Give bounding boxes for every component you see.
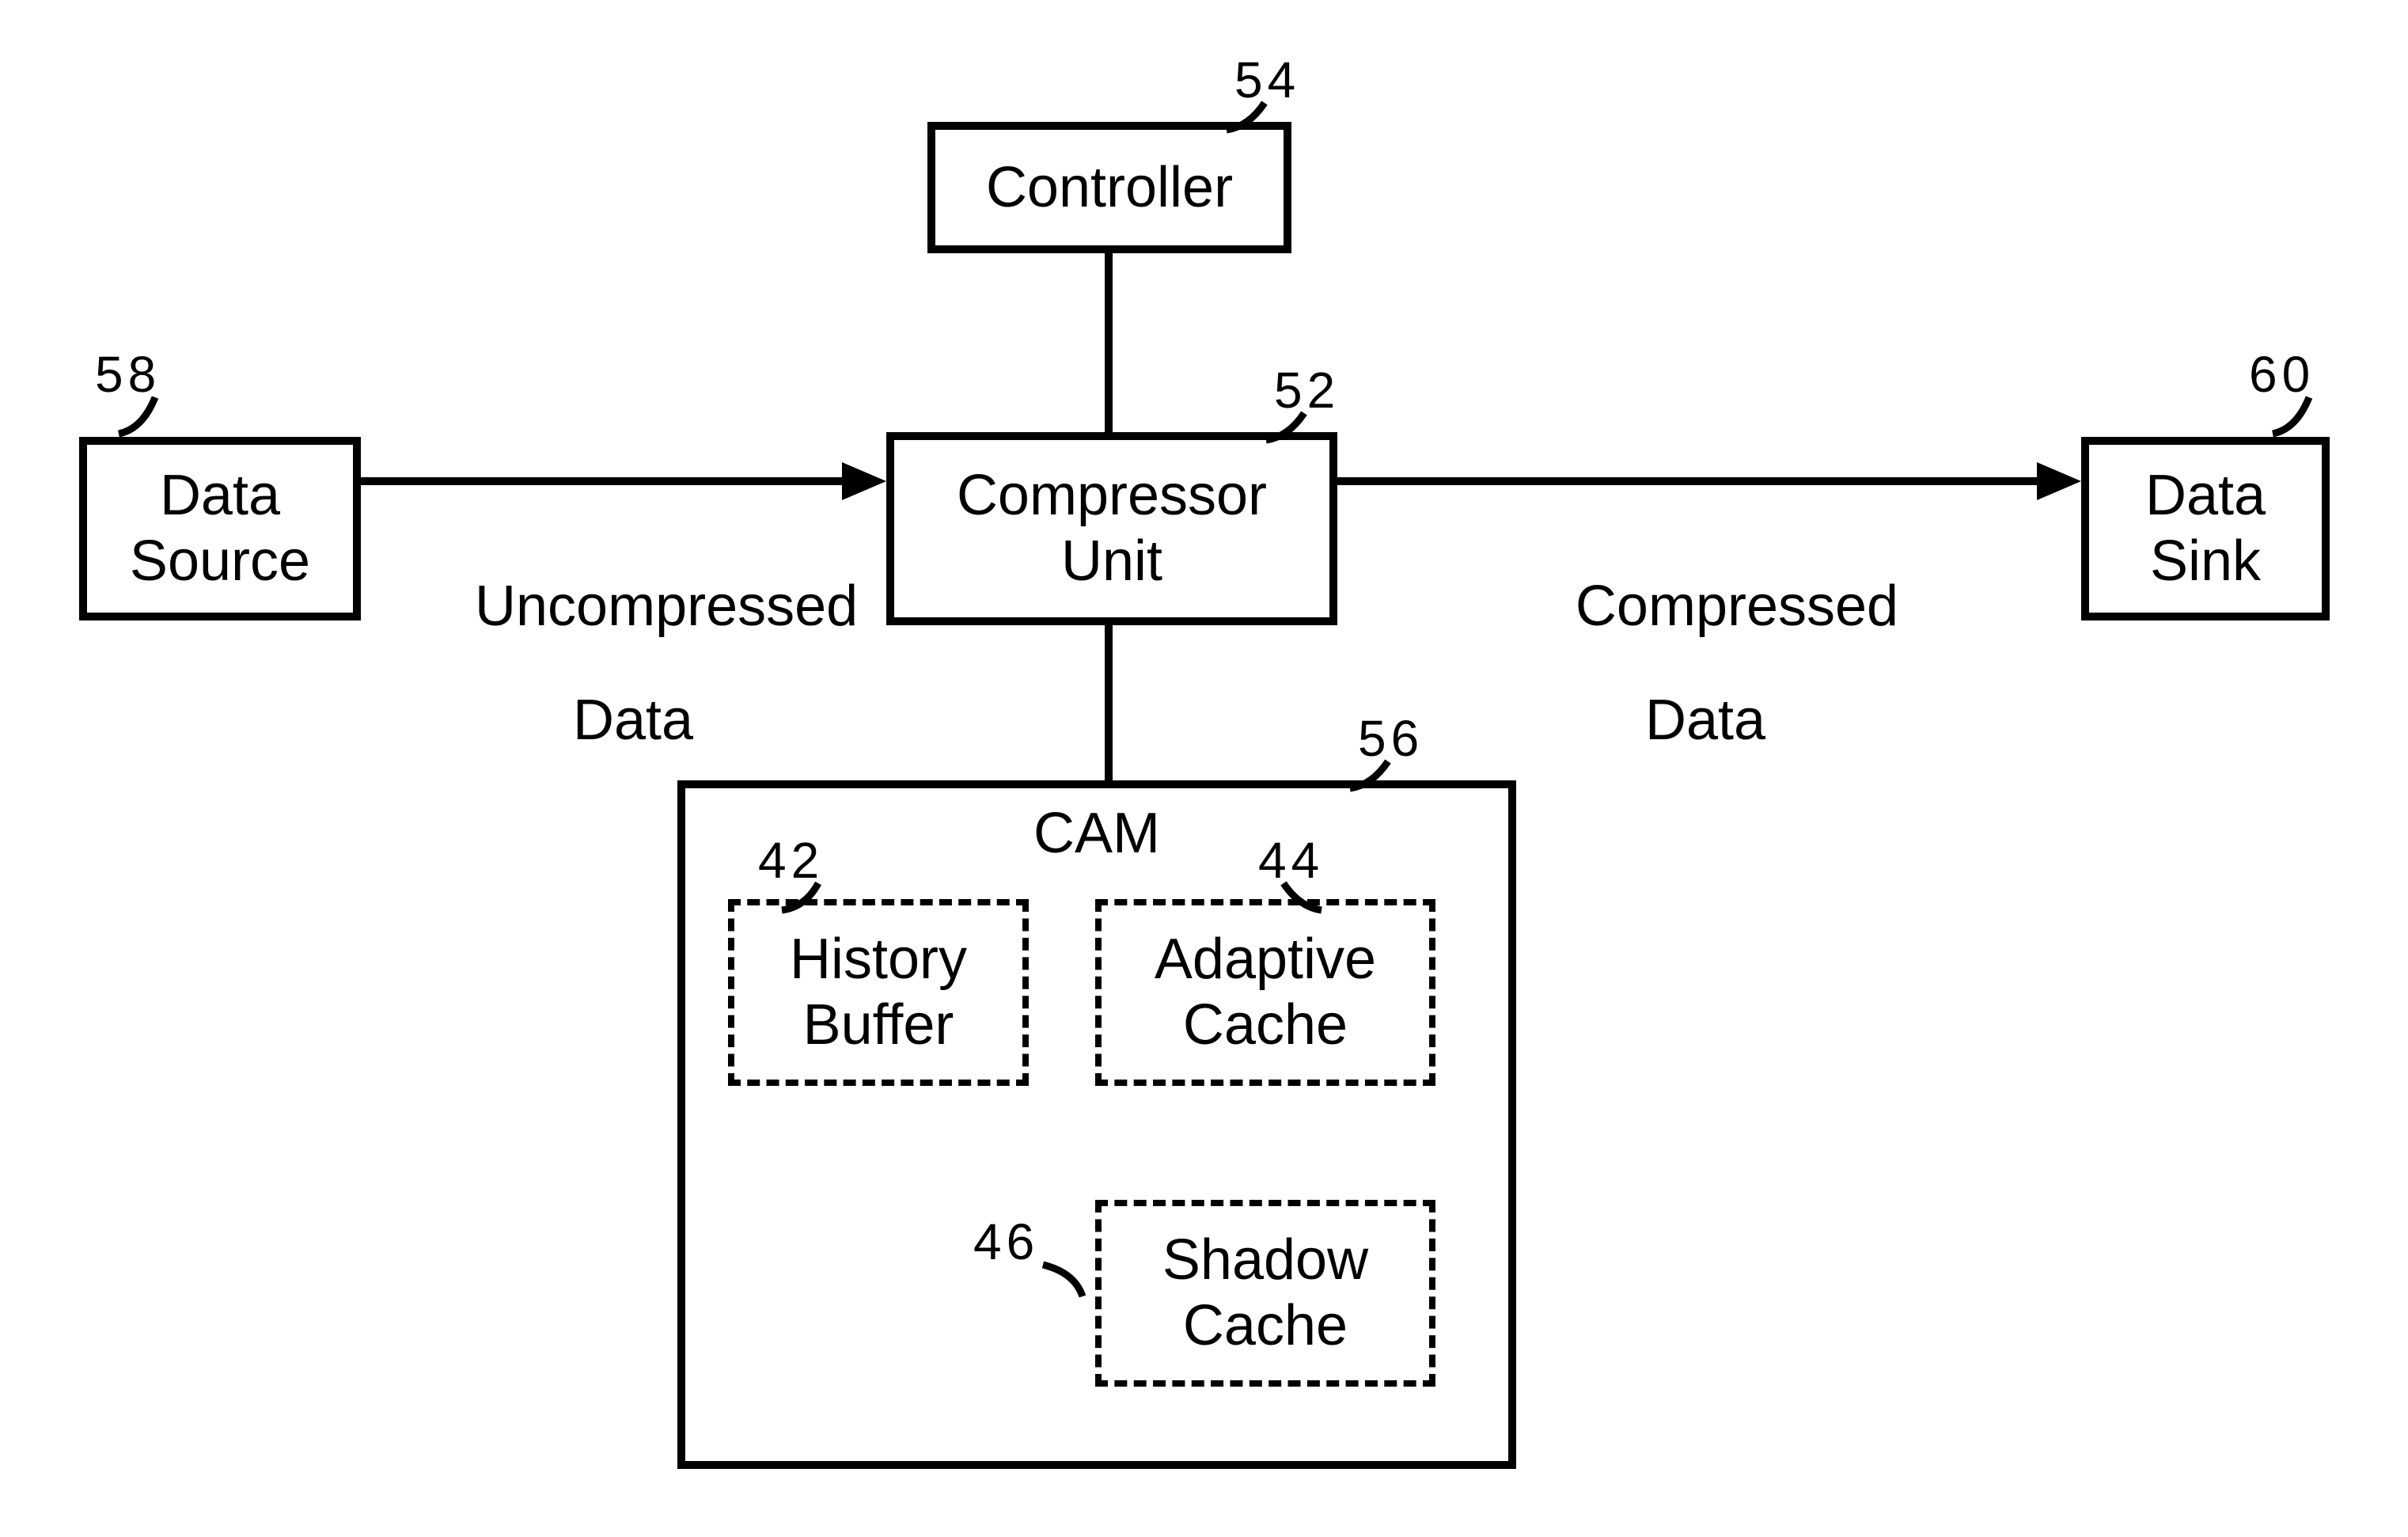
lead-46 xyxy=(0,0,2408,1537)
diagram-canvas: Controller Compressor Unit Data Source D… xyxy=(0,0,2408,1537)
